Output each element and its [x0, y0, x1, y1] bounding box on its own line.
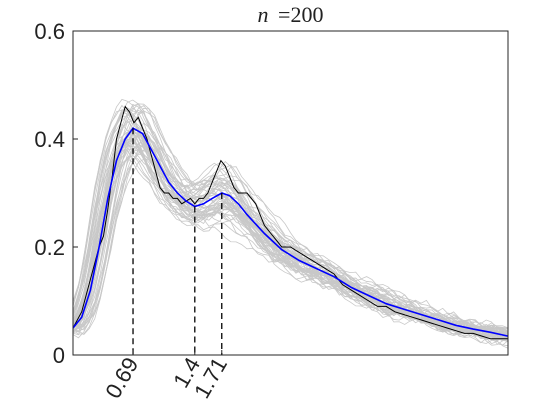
replicate-curve — [72, 145, 509, 344]
replicate-curve — [72, 103, 509, 340]
replicate-curve — [72, 123, 509, 346]
y-tick-label: 0 — [53, 343, 65, 368]
replicate-curve — [72, 103, 509, 337]
replicate-curve — [72, 103, 509, 338]
replicate-curve — [72, 110, 509, 337]
x-tick-label: 0.69 — [100, 353, 143, 403]
replicate-curve — [72, 143, 509, 338]
axes-group — [72, 30, 509, 356]
replicate-curve — [72, 158, 509, 341]
plot-frame — [72, 30, 509, 356]
replicate-curve — [72, 129, 509, 336]
replicate-curve — [72, 137, 509, 342]
replicate-curve — [72, 119, 509, 334]
replicate-curve — [72, 115, 509, 339]
chart-title-var: n — [258, 2, 269, 27]
replicate-curve — [72, 134, 509, 337]
replicate-curve — [72, 104, 509, 334]
replicate-curve — [72, 129, 509, 339]
y-tick-label: 0.4 — [34, 127, 65, 152]
chart-title: n =200 — [258, 2, 324, 27]
series-group — [72, 105, 509, 340]
y-tick-label: 0.2 — [34, 235, 65, 260]
replicate-curve — [72, 135, 509, 336]
x-axis-ticks: 0.69 1.41.71 — [100, 350, 232, 403]
replicate-curve — [72, 136, 509, 335]
replicate-curve — [72, 130, 509, 333]
replicate-curve — [72, 126, 509, 337]
replicate-curve — [72, 148, 509, 341]
y-tick-label: 0.6 — [34, 19, 65, 44]
replicate-curve — [72, 154, 509, 338]
y-axis-ticks: 0 0.2 0.4 0.6 — [34, 19, 78, 368]
replicate-curve — [72, 104, 509, 335]
chart-title-eq: =200 — [278, 2, 323, 27]
replicate-curves-group — [72, 98, 509, 349]
series-line-black — [72, 105, 508, 340]
replicate-curve — [72, 132, 509, 336]
annotation-lines-group — [132, 128, 223, 355]
series-line-blue — [72, 127, 509, 337]
